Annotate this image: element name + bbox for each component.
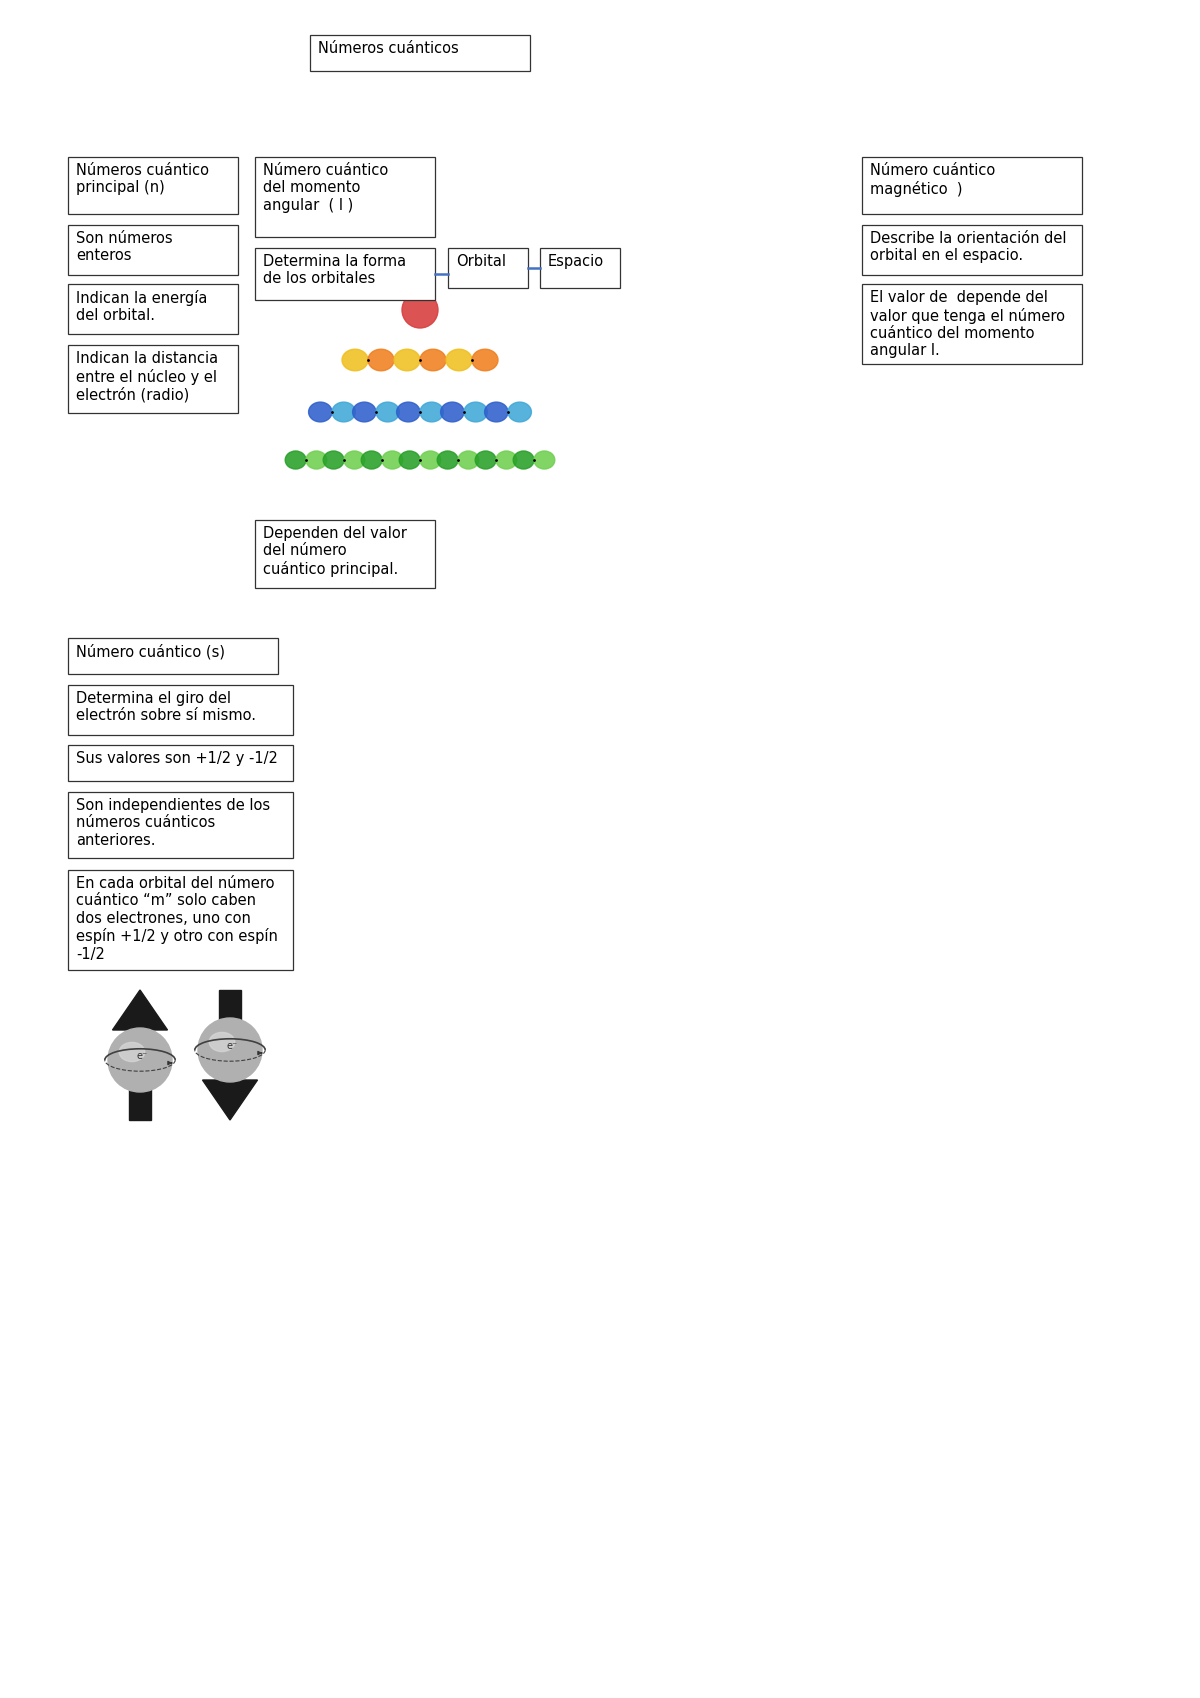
Ellipse shape	[323, 452, 344, 469]
Bar	[68, 745, 293, 781]
Ellipse shape	[353, 402, 376, 421]
Ellipse shape	[342, 350, 368, 370]
Bar	[68, 638, 278, 674]
Ellipse shape	[382, 452, 403, 469]
Text: Son números
enteros: Son números enteros	[76, 231, 173, 263]
Ellipse shape	[376, 402, 400, 421]
Ellipse shape	[400, 452, 420, 469]
Text: Determina la forma
de los orbitales: Determina la forma de los orbitales	[263, 255, 406, 287]
Text: Sus valores son +1/2 y -1/2: Sus valores son +1/2 y -1/2	[76, 751, 278, 766]
Bar	[256, 156, 436, 238]
Text: Número cuántico
del momento
angular  ( l ): Número cuántico del momento angular ( l …	[263, 163, 389, 212]
Bar	[68, 869, 293, 970]
Bar	[68, 345, 238, 413]
Bar	[256, 520, 436, 588]
Text: El valor de  depende del
valor que tenga el número
cuántico del momento
angular : El valor de depende del valor que tenga …	[870, 290, 1066, 358]
Ellipse shape	[308, 402, 332, 421]
Text: Dependen del valor
del número
cuántico principal.: Dependen del valor del número cuántico p…	[263, 526, 407, 577]
Text: Determina el giro del
electrón sobre sí mismo.: Determina el giro del electrón sobre sí …	[76, 691, 256, 723]
Bar	[310, 36, 530, 71]
Ellipse shape	[402, 292, 438, 328]
Text: e⁻: e⁻	[227, 1041, 238, 1051]
Ellipse shape	[472, 350, 498, 370]
Bar	[256, 248, 436, 301]
Bar	[862, 156, 1082, 214]
Ellipse shape	[420, 402, 444, 421]
Text: Son independientes de los
números cuánticos
anteriores.: Son independientes de los números cuánti…	[76, 798, 270, 847]
Ellipse shape	[344, 452, 365, 469]
Ellipse shape	[420, 452, 440, 469]
Ellipse shape	[394, 350, 420, 370]
Text: Orbital: Orbital	[456, 255, 506, 268]
Ellipse shape	[108, 1027, 172, 1092]
Ellipse shape	[458, 452, 479, 469]
Ellipse shape	[464, 402, 487, 421]
Polygon shape	[203, 1073, 258, 1121]
Bar	[862, 226, 1082, 275]
Text: En cada orbital del número
cuántico “m” solo caben
dos electrones, uno con
espín: En cada orbital del número cuántico “m” …	[76, 876, 278, 961]
Ellipse shape	[396, 402, 420, 421]
Ellipse shape	[119, 1043, 145, 1061]
Text: Espacio: Espacio	[548, 255, 604, 268]
Text: Número cuántico
magnético  ): Número cuántico magnético )	[870, 163, 995, 197]
Ellipse shape	[361, 452, 382, 469]
Bar	[68, 156, 238, 214]
Bar	[68, 226, 238, 275]
Ellipse shape	[475, 452, 496, 469]
Ellipse shape	[332, 402, 355, 421]
Text: e⁻: e⁻	[137, 1051, 148, 1061]
Ellipse shape	[508, 402, 532, 421]
Bar	[448, 248, 528, 289]
Bar	[68, 791, 293, 857]
Bar	[130, 1082, 151, 1121]
Polygon shape	[113, 990, 168, 1037]
Ellipse shape	[485, 402, 508, 421]
Ellipse shape	[446, 350, 472, 370]
Text: Indican la distancia
entre el núcleo y el
electrón (radio): Indican la distancia entre el núcleo y e…	[76, 351, 218, 402]
Ellipse shape	[534, 452, 554, 469]
Ellipse shape	[514, 452, 534, 469]
Bar	[68, 284, 238, 335]
Ellipse shape	[496, 452, 517, 469]
Text: Indican la energía
del orbital.: Indican la energía del orbital.	[76, 290, 208, 323]
Ellipse shape	[286, 452, 306, 469]
Text: Número cuántico (s): Número cuántico (s)	[76, 644, 226, 659]
Ellipse shape	[209, 1032, 235, 1051]
Text: Números cuántico
principal (n): Números cuántico principal (n)	[76, 163, 209, 195]
Ellipse shape	[440, 402, 464, 421]
Ellipse shape	[306, 452, 326, 469]
Text: Números cuánticos: Números cuánticos	[318, 41, 458, 56]
Ellipse shape	[420, 350, 446, 370]
Ellipse shape	[437, 452, 458, 469]
Bar	[220, 990, 241, 1027]
Ellipse shape	[198, 1019, 262, 1082]
Text: Describe la orientación del
orbital en el espacio.: Describe la orientación del orbital en e…	[870, 231, 1067, 263]
Bar	[540, 248, 620, 289]
Ellipse shape	[368, 350, 394, 370]
Bar	[68, 684, 293, 735]
Bar	[862, 284, 1082, 363]
